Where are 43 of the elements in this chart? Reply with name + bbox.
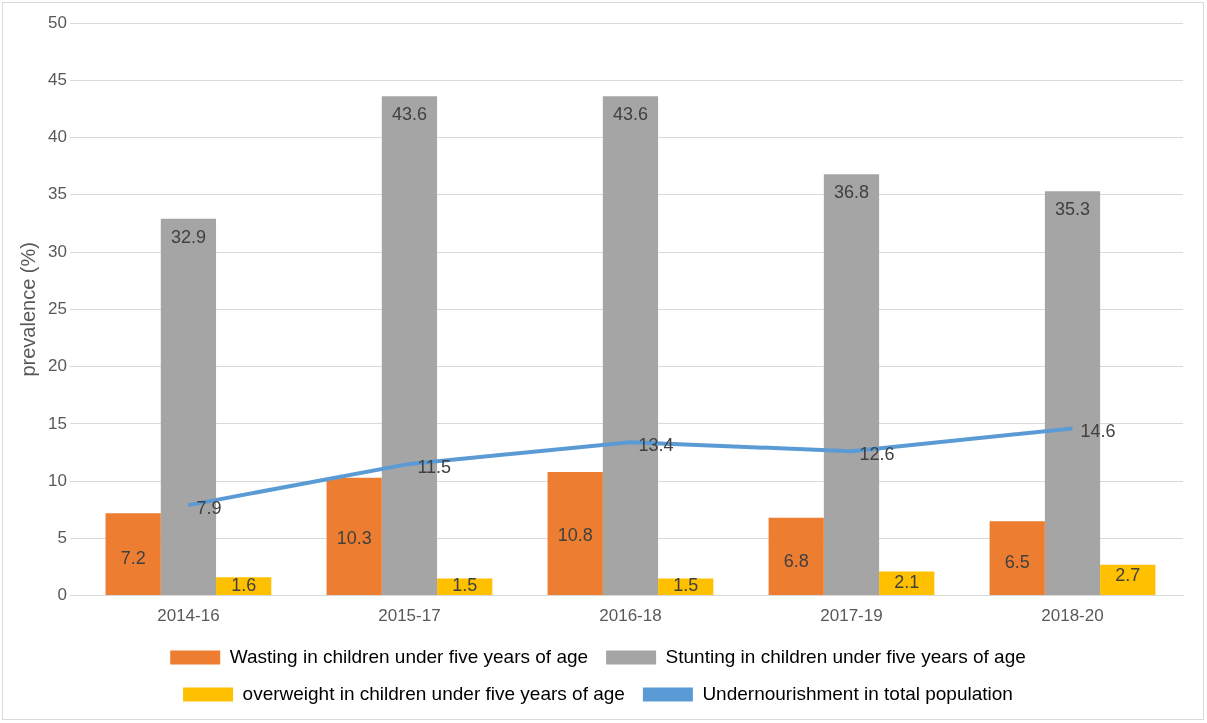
legend-label: overweight in children under five years of age <box>242 682 625 704</box>
x-tick-label: 2018-20 <box>1041 606 1104 626</box>
y-tick-label: 20 <box>47 356 67 376</box>
y-tick-label: 40 <box>47 127 67 147</box>
y-tick-label: 45 <box>47 69 67 89</box>
bar <box>326 477 382 596</box>
data-label: 1.6 <box>231 575 257 596</box>
data-label: 2.7 <box>1115 564 1141 585</box>
legend-label: Wasting in children under five years of age <box>229 645 589 667</box>
y-tick-label: 0 <box>57 585 67 605</box>
data-label: 36.8 <box>833 182 869 203</box>
data-label: 32.9 <box>170 226 206 247</box>
legend-label: Undernourishment in total population <box>702 682 1013 704</box>
data-label: 6.8 <box>783 550 809 571</box>
bar <box>1100 564 1156 596</box>
data-label: 35.3 <box>1054 199 1091 220</box>
data-label: 6.5 <box>1004 552 1030 573</box>
bar <box>105 513 161 596</box>
y-tick-label: 10 <box>47 470 67 490</box>
y-tick-label: 30 <box>47 241 67 261</box>
y-tick-label: 5 <box>57 528 67 548</box>
data-label: 13.4 <box>638 435 674 456</box>
data-label: 1.5 <box>452 575 478 596</box>
bar <box>768 517 824 596</box>
x-tick-label: 2017-19 <box>820 606 883 626</box>
bar <box>989 521 1045 596</box>
y-axis-title: prevalence (%) <box>16 242 39 377</box>
y-tick-label: 25 <box>47 298 67 318</box>
data-label: 10.8 <box>557 525 593 546</box>
legend-label: Stunting in children under five years of age <box>665 645 1026 667</box>
y-tick-label: 35 <box>47 184 67 204</box>
y-tick-label: 50 <box>47 12 67 32</box>
x-tick-label: 2016-18 <box>599 606 662 626</box>
bar <box>547 471 603 596</box>
data-label: 1.5 <box>673 575 699 596</box>
x-tick-label: 2014-16 <box>157 606 220 626</box>
data-label: 43.6 <box>391 104 427 125</box>
data-label: 2.1 <box>894 571 920 592</box>
x-tick-label: 2015-17 <box>378 606 441 626</box>
data-label: 43.6 <box>612 104 648 125</box>
data-label: 10.3 <box>336 528 372 549</box>
y-tick-label: 15 <box>47 413 67 433</box>
data-label: 7.2 <box>120 547 146 568</box>
